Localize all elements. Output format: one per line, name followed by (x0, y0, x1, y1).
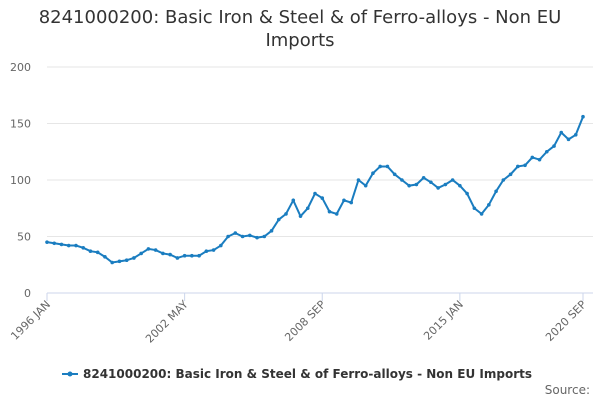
legend-marker (67, 371, 73, 377)
point (385, 164, 390, 169)
point (153, 248, 158, 252)
y-tick-label: 0 (24, 287, 31, 300)
point (190, 253, 194, 258)
point (74, 243, 78, 248)
point (95, 250, 100, 255)
point (573, 133, 578, 137)
point (248, 233, 252, 238)
point (537, 157, 542, 162)
point (334, 212, 339, 216)
point (168, 252, 172, 257)
point (103, 255, 107, 259)
point (581, 114, 585, 119)
point (429, 180, 433, 185)
point (508, 172, 513, 177)
point (544, 149, 549, 154)
point (342, 198, 346, 203)
point (494, 189, 498, 194)
point (197, 253, 201, 258)
y-tick-label: 50 (17, 231, 31, 244)
point (371, 171, 375, 176)
legend-label: 8241000200: Basic Iron & Steel & of Ferr… (83, 367, 532, 381)
chart-title: 8241000200: Basic Iron & Steel & of Ferr… (38, 7, 562, 51)
point (182, 253, 187, 258)
point (132, 256, 136, 260)
point (516, 164, 520, 169)
point (269, 229, 274, 233)
point (117, 259, 122, 264)
point (566, 137, 571, 142)
point (298, 214, 303, 218)
x-tick-label: 2008 SEP (282, 298, 328, 344)
point (219, 243, 223, 248)
point (66, 243, 71, 248)
x-tick-label: 2015 JAN (421, 298, 466, 343)
point (146, 247, 151, 251)
point (327, 209, 332, 214)
x-tick-label: 1996 JAN (8, 298, 53, 343)
point (255, 235, 259, 240)
point (472, 206, 477, 211)
point (458, 183, 462, 188)
point (479, 212, 484, 216)
point (523, 163, 527, 168)
point (233, 231, 238, 235)
point (284, 212, 288, 216)
source-label: Source: (545, 383, 590, 397)
point (88, 249, 93, 253)
point (124, 258, 129, 263)
point (305, 206, 310, 211)
point (240, 234, 245, 239)
y-tick-label: 100 (10, 174, 31, 187)
point (559, 130, 564, 135)
point (175, 256, 180, 260)
point (443, 182, 448, 187)
point (276, 217, 281, 222)
point (487, 203, 491, 207)
y-tick-label: 200 (10, 61, 31, 74)
point (291, 198, 296, 203)
x-tick-label: 2002 MAY (143, 298, 191, 346)
point (407, 183, 411, 188)
point (226, 234, 230, 239)
point (211, 248, 216, 252)
legend-item: 8241000200: Basic Iron & Steel & of Ferr… (62, 367, 532, 381)
point (501, 178, 506, 182)
point (52, 241, 57, 246)
point (45, 240, 49, 244)
x-tick-label: 2020 SEP (543, 298, 589, 344)
point (161, 251, 165, 256)
point (204, 249, 209, 253)
point (530, 155, 535, 160)
point (349, 200, 354, 205)
point (139, 251, 143, 256)
point (81, 246, 86, 250)
point (262, 234, 267, 239)
point (110, 260, 114, 265)
y-tick-label: 150 (10, 118, 31, 131)
point (450, 178, 455, 182)
point (436, 186, 440, 190)
point (392, 172, 397, 177)
point (356, 178, 361, 182)
point (421, 175, 426, 180)
point (363, 183, 368, 188)
point (400, 178, 404, 182)
point (313, 191, 317, 196)
point (320, 196, 325, 200)
series-line (46, 116, 584, 264)
point (465, 191, 469, 196)
point (59, 242, 64, 247)
point (414, 182, 419, 187)
point (378, 164, 382, 169)
point (552, 144, 556, 148)
